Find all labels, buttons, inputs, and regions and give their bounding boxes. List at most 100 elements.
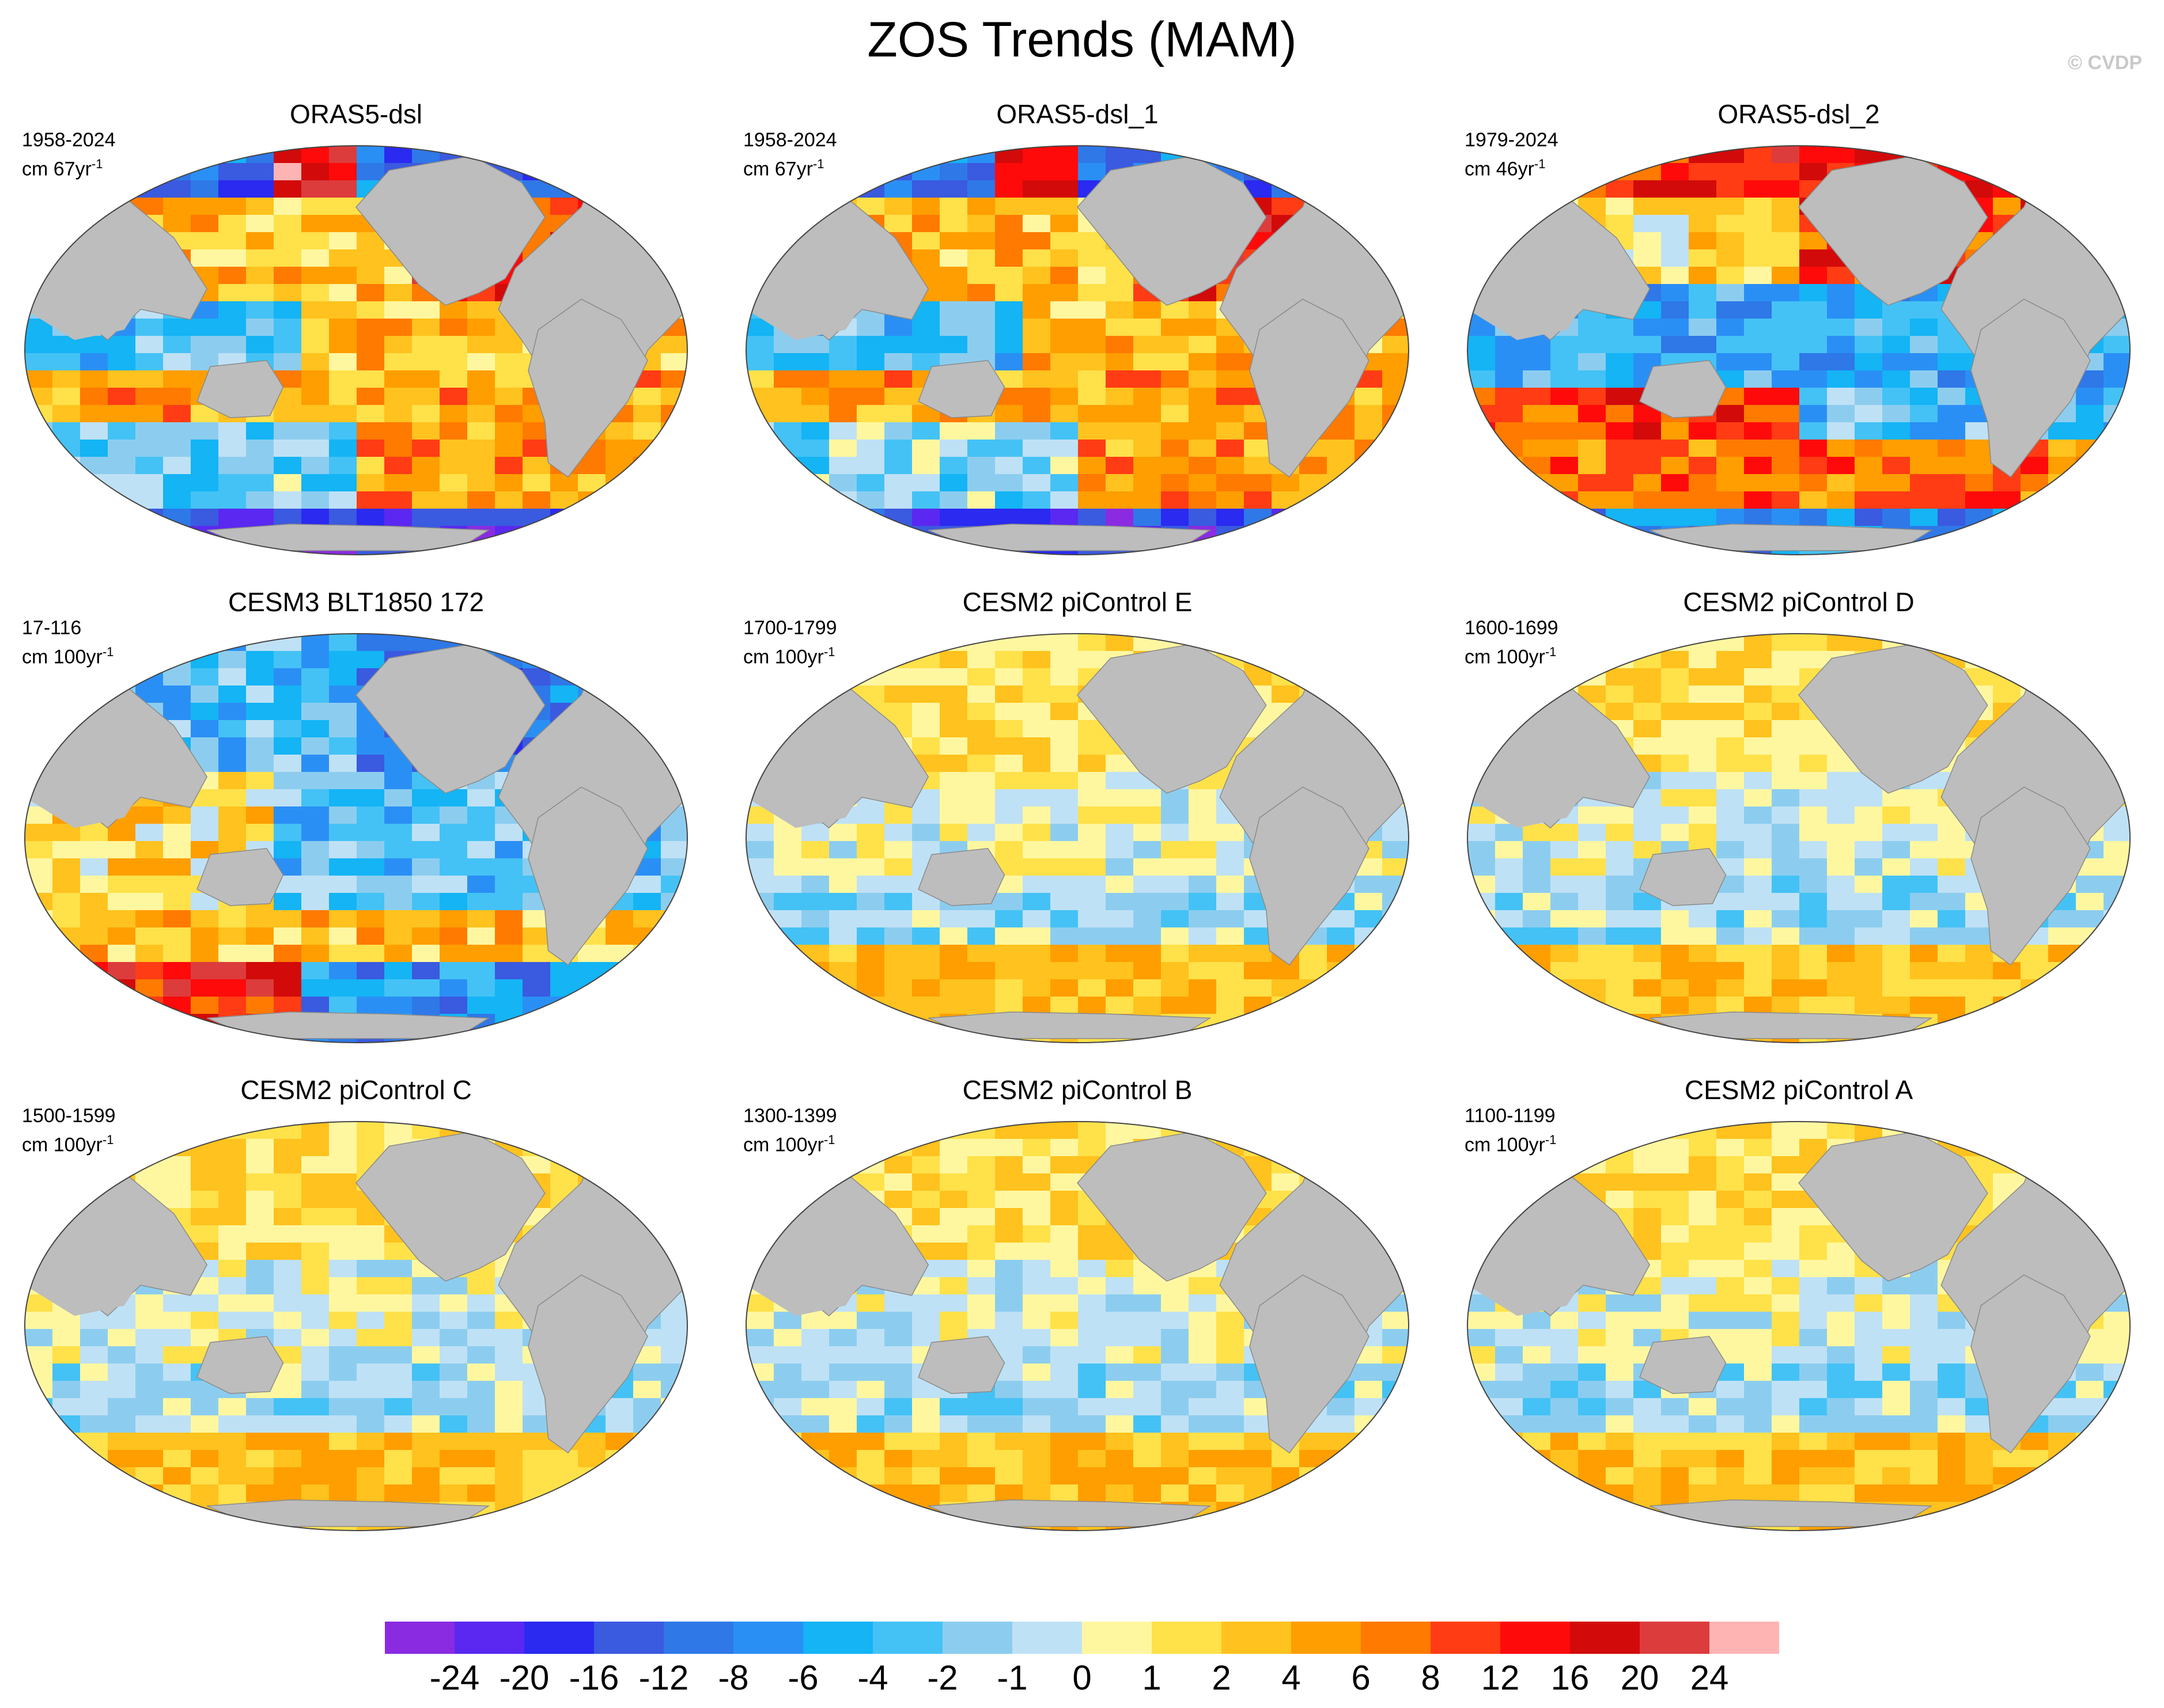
map-panel: CESM2 piControl E 1700-1799 cm 100yr-1 bbox=[732, 585, 1423, 1057]
panel-title: ORAS5-dsl_2 bbox=[1717, 99, 1880, 129]
land-australia bbox=[918, 847, 1005, 906]
world-map bbox=[746, 633, 1409, 1043]
land-northAmerica bbox=[1798, 1131, 1988, 1282]
units-exponent: -1 bbox=[1545, 645, 1557, 659]
units-text: cm 100yr bbox=[1465, 646, 1545, 668]
ocean-field bbox=[25, 634, 687, 1043]
panel-title: CESM2 piControl E bbox=[962, 587, 1193, 617]
colorbar-swatch bbox=[803, 1622, 873, 1654]
map-panel: CESM2 piControl D 1600-1699 cm 100yr-1 bbox=[1453, 585, 2144, 1057]
colorbar-tick-label: -24 bbox=[429, 1658, 480, 1697]
colorbar-tick-label: 0 bbox=[1072, 1658, 1092, 1697]
colorbar-swatch bbox=[873, 1622, 943, 1654]
map-panel: CESM2 piControl A 1100-1199 cm 100yr-1 bbox=[1453, 1073, 2144, 1545]
land-northAmerica bbox=[1798, 155, 1988, 306]
map-outline bbox=[746, 145, 1409, 555]
colorbar-tick-label: 12 bbox=[1481, 1658, 1520, 1697]
ocean-field bbox=[746, 634, 1409, 1043]
ocean-field bbox=[746, 1122, 1409, 1531]
world-map bbox=[1467, 1121, 2131, 1531]
land-northAmerica bbox=[1798, 643, 1988, 794]
colorbar-tick-label: 2 bbox=[1212, 1658, 1231, 1697]
panel-period: 1300-1399 bbox=[743, 1105, 837, 1127]
ocean-field bbox=[25, 1122, 687, 1531]
panel-title: ORAS5-dsl_1 bbox=[996, 99, 1159, 129]
land-australia bbox=[1639, 1335, 1727, 1394]
panel-title: CESM2 piControl A bbox=[1684, 1075, 1913, 1105]
units-exponent: -1 bbox=[91, 157, 103, 171]
colorbar-tick-label: 6 bbox=[1351, 1658, 1371, 1697]
land-australia bbox=[1639, 359, 1727, 418]
map-panel: CESM2 piControl C 1500-1599 cm 100yr-1 bbox=[10, 1073, 702, 1545]
units-text: cm 100yr bbox=[743, 1134, 824, 1156]
panel-units: cm 100yr-1 bbox=[743, 1128, 835, 1157]
colorbar-tick-label: 20 bbox=[1620, 1658, 1659, 1697]
units-exponent: -1 bbox=[823, 1133, 835, 1147]
panel-period: 1958-2024 bbox=[22, 129, 116, 151]
panel-title: CESM3 BLT1850 172 bbox=[228, 587, 485, 617]
land-australia bbox=[918, 1335, 1005, 1394]
panel-units: cm 100yr-1 bbox=[743, 640, 835, 669]
land-southAmerica bbox=[528, 298, 648, 478]
colorbar-tick-label: 16 bbox=[1550, 1658, 1590, 1697]
units-text: cm 100yr bbox=[743, 646, 824, 668]
colorbar-tick-label: -2 bbox=[927, 1658, 958, 1697]
colorbar-tick-label: -4 bbox=[857, 1658, 888, 1697]
ocean-field bbox=[1467, 634, 2130, 1043]
world-map bbox=[1467, 633, 2131, 1043]
map-panel: ORAS5-dsl_2 1979-2024 cm 46yr-1 bbox=[1453, 97, 2144, 569]
colorbar-swatch bbox=[664, 1622, 733, 1654]
world-map bbox=[1467, 145, 2131, 555]
land-australia bbox=[196, 359, 284, 418]
map-outline bbox=[746, 1121, 1409, 1531]
land-southAmerica bbox=[1249, 786, 1369, 966]
land-southAmerica bbox=[528, 786, 648, 966]
colorbar-tick-label: -16 bbox=[569, 1658, 619, 1697]
ocean-field bbox=[25, 146, 687, 555]
map-outline bbox=[1467, 1121, 2131, 1531]
land-australia bbox=[918, 359, 1005, 418]
units-text: cm 100yr bbox=[22, 1134, 103, 1156]
panel-period: 1979-2024 bbox=[1465, 129, 1558, 151]
colorbar-swatch bbox=[385, 1622, 455, 1654]
panel-period: 1958-2024 bbox=[743, 129, 837, 151]
panel-units: cm 46yr-1 bbox=[1465, 152, 1545, 181]
colorbar-tick-label: 1 bbox=[1142, 1658, 1162, 1697]
units-exponent: -1 bbox=[812, 157, 824, 171]
panel-period: 17-116 bbox=[22, 617, 82, 639]
units-exponent: -1 bbox=[102, 1133, 114, 1147]
colorbar-tick-label: 8 bbox=[1421, 1658, 1440, 1697]
colorbar-swatch bbox=[1431, 1622, 1500, 1654]
map-outline bbox=[24, 1121, 688, 1531]
colorbar-swatch bbox=[1640, 1622, 1709, 1654]
panel-title: CESM2 piControl B bbox=[962, 1075, 1193, 1105]
map-panel: ORAS5-dsl_1 1958-2024 cm 67yr-1 bbox=[732, 97, 1423, 569]
map-outline bbox=[24, 633, 688, 1043]
panel-period: 1500-1599 bbox=[22, 1105, 116, 1127]
colorbar-tick-label: -1 bbox=[997, 1658, 1028, 1697]
colorbar-swatch bbox=[1082, 1622, 1152, 1654]
land-southAmerica bbox=[1970, 786, 2091, 966]
map-outline bbox=[1467, 145, 2131, 555]
land-australia bbox=[196, 1335, 284, 1394]
land-northAmerica bbox=[1077, 643, 1267, 794]
colorbar bbox=[385, 1622, 1779, 1654]
units-text: cm 100yr bbox=[1465, 1134, 1545, 1156]
world-map bbox=[24, 633, 688, 1043]
units-exponent: -1 bbox=[1534, 157, 1546, 171]
land-australia bbox=[196, 847, 284, 906]
ocean-field bbox=[1467, 146, 2130, 555]
map-panel: CESM2 piControl B 1300-1399 cm 100yr-1 bbox=[732, 1073, 1423, 1545]
panel-units: cm 100yr-1 bbox=[22, 1128, 114, 1157]
colorbar-swatch bbox=[1291, 1622, 1361, 1654]
land-northAmerica bbox=[355, 643, 546, 794]
land-southAmerica bbox=[528, 1274, 648, 1454]
panel-units: cm 67yr-1 bbox=[22, 152, 103, 181]
units-text: cm 67yr bbox=[743, 158, 813, 180]
ocean-field bbox=[1467, 1122, 2130, 1531]
panel-units: cm 100yr-1 bbox=[22, 640, 114, 669]
world-map bbox=[746, 145, 1409, 555]
land-northAmerica bbox=[355, 155, 546, 306]
map-outline bbox=[746, 633, 1409, 1043]
panel-period: 1700-1799 bbox=[743, 617, 837, 639]
